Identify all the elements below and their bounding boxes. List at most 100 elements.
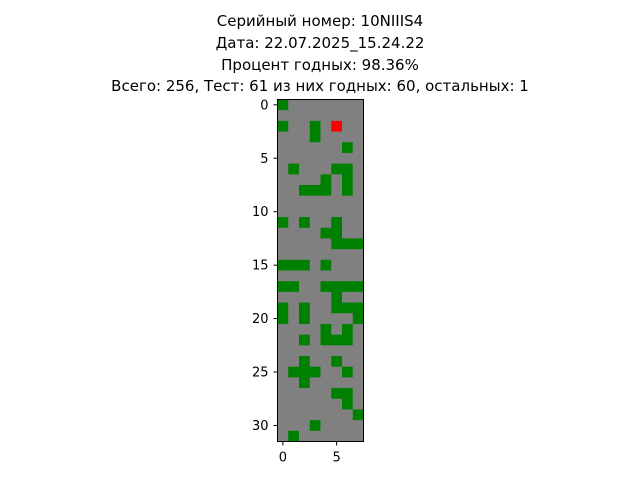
cell-untested [277,227,289,239]
cell-good [299,366,311,378]
cell-untested [342,259,354,271]
cell-untested [352,398,364,410]
cell-untested [320,120,332,132]
cell-untested [299,249,311,261]
cell-good [352,302,364,314]
cell-untested [277,323,289,336]
cell-good [309,366,321,378]
cell-untested [320,398,332,410]
cell-untested [352,120,364,132]
title-date: Дата: 22.07.2025_15.24.22 [215,33,425,52]
cell-good [320,227,332,239]
cell-untested [288,291,300,303]
y-tick-label: 5 [260,152,268,167]
cell-untested [288,377,300,389]
cell-untested [309,270,321,282]
cell-good [342,302,354,314]
cell-untested [309,249,321,261]
y-tick-label: 0 [260,98,268,113]
cell-untested [331,131,343,143]
cell-untested [277,185,289,197]
cell-untested [352,195,364,207]
cell-untested [352,291,364,303]
cell-good [299,217,311,229]
x-tick-label: 0 [279,451,287,466]
cell-untested [299,174,311,186]
cell-untested [309,388,321,400]
cell-untested [299,398,311,410]
cell-good [299,313,311,325]
cell-untested [309,313,321,325]
y-tick-label: 30 [252,419,269,434]
cell-good [352,281,364,293]
cell-good [299,334,311,346]
cell-untested [342,195,354,207]
cell-untested [277,174,289,186]
cell-untested [277,430,289,442]
cell-good [277,302,289,314]
cell-untested [288,270,300,282]
cell-untested [299,323,311,336]
cell-untested [277,356,289,368]
cell-untested [320,206,332,218]
cell-untested [288,131,300,143]
cell-untested [331,185,343,197]
cell-untested [309,206,321,218]
title-test-summary: Всего: 256, Тест: 61 из них годных: 60, … [111,77,529,96]
cell-untested [352,259,364,271]
cell-untested [309,110,321,122]
cell-untested [352,152,364,165]
cell-good [309,420,321,432]
cell-untested [277,345,289,357]
cell-untested [331,366,343,378]
cell-untested [277,270,289,282]
cell-untested [288,409,300,421]
cell-good [277,281,289,293]
cell-untested [288,185,300,197]
cell-untested [288,217,300,229]
cell-untested [277,131,289,143]
cell-good [320,259,332,271]
cell-untested [277,142,289,154]
cell-good [299,259,311,271]
cell-untested [309,281,321,293]
cell-untested [320,110,332,122]
heatmap-cells [277,99,364,442]
cell-untested [320,270,332,282]
cell-untested [352,377,364,389]
cell-untested [299,430,311,442]
x-tick-label: 5 [332,451,340,466]
cell-untested [352,185,364,197]
cell-untested [331,152,343,165]
cell-untested [288,142,300,154]
cell-untested [320,420,332,432]
cell-untested [352,99,364,111]
cell-untested [288,313,300,325]
cell-untested [352,249,364,261]
cell-untested [299,409,311,421]
cell-good [331,163,343,175]
cell-untested [299,281,311,293]
cell-untested [309,163,321,175]
cell-good [309,131,321,143]
cell-good [288,430,300,442]
cell-untested [299,142,311,154]
cell-untested [331,409,343,421]
cell-good [352,409,364,421]
cell-untested [299,420,311,432]
cell-good [342,334,354,346]
cell-untested [320,388,332,400]
cell-untested [309,217,321,229]
cell-untested [331,99,343,111]
cell-good [320,334,332,346]
cell-good [342,398,354,410]
cell-good [277,120,289,132]
cell-good [277,99,289,111]
cell-untested [309,323,321,336]
cell-untested [277,206,289,218]
cell-untested [299,270,311,282]
cell-untested [352,110,364,122]
cell-untested [352,270,364,282]
cell-untested [309,174,321,186]
